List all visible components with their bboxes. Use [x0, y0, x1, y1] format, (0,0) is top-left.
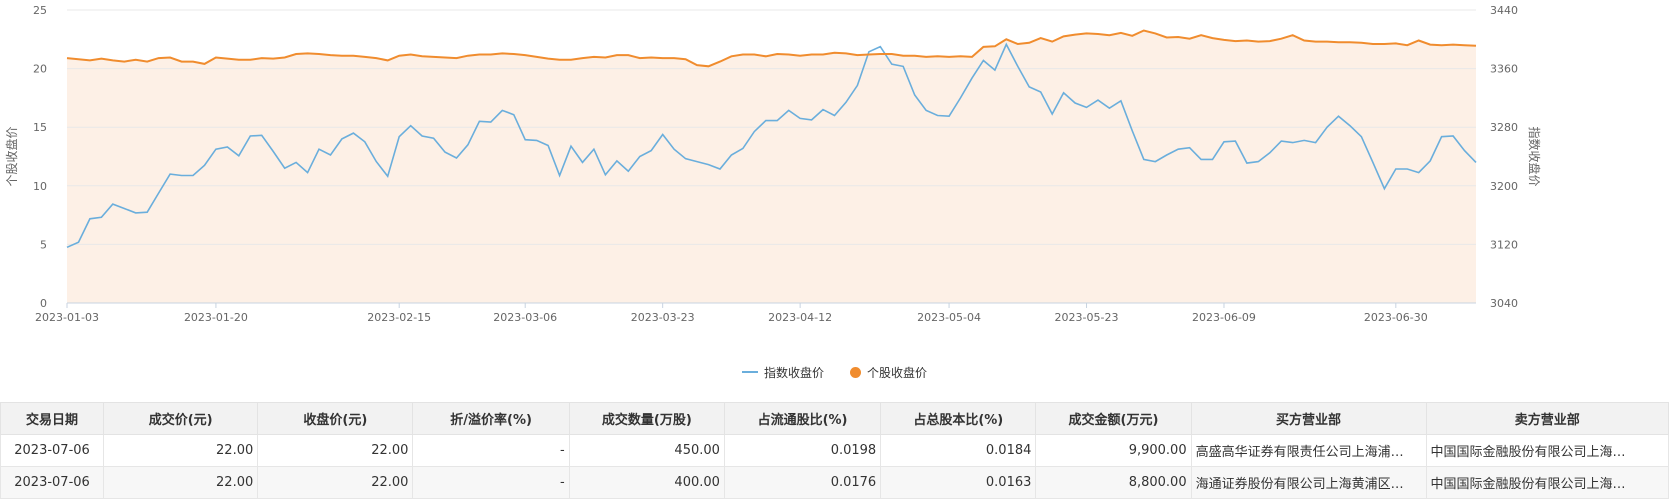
cell-total-ratio: 0.0184	[880, 434, 1037, 467]
x-tick-label: 2023-01-20	[184, 311, 248, 324]
cell-premium-rate: -	[412, 434, 570, 467]
y-tick-right: 3280	[1490, 121, 1518, 134]
cell-total-ratio: 0.0163	[880, 466, 1037, 499]
header-float-ratio: 占流通股比(%)	[723, 402, 882, 435]
y-tick-left: 25	[33, 4, 47, 17]
header-premium-rate: 折/溢价率(%)	[412, 402, 570, 435]
legend-stock-label: 个股收盘价	[867, 365, 928, 380]
header-amount: 成交金额(万元)	[1035, 402, 1192, 435]
stock-area-fill	[67, 30, 1476, 303]
y-tick-right: 3360	[1490, 63, 1518, 76]
x-tick-label: 2023-06-09	[1192, 311, 1256, 324]
header-trade-price: 成交价(元)	[103, 402, 259, 435]
cell-buyer[interactable]: 海通证券股份有限公司上海黄浦区…	[1190, 466, 1427, 499]
table-row: 2023-07-06 22.00 22.00 - 450.00 0.0198 0…	[0, 434, 1669, 467]
legend-item-index[interactable]: 指数收盘价	[741, 364, 824, 381]
cell-volume: 400.00	[568, 466, 725, 499]
cell-trade-date: 2023-07-06	[0, 466, 105, 499]
x-tick-label: 2023-06-30	[1364, 311, 1428, 324]
y-tick-left: 5	[40, 238, 47, 251]
cell-trade-price: 22.00	[103, 434, 259, 467]
cell-close-price: 22.00	[257, 466, 414, 499]
x-tick-label: 2023-04-12	[768, 311, 832, 324]
cell-seller[interactable]: 中国国际金融股份有限公司上海…	[1425, 466, 1669, 499]
chart-legend: 指数收盘价 个股收盘价	[0, 362, 1669, 382]
y-tick-right: 3040	[1490, 297, 1518, 310]
header-total-ratio: 占总股本比(%)	[880, 402, 1037, 435]
x-tick-label: 2023-03-06	[493, 311, 557, 324]
cell-amount: 8,800.00	[1035, 466, 1192, 499]
y-tick-left: 15	[33, 121, 47, 134]
table-header-row: 交易日期 成交价(元) 收盘价(元) 折/溢价率(%) 成交数量(万股) 占流通…	[0, 402, 1669, 435]
header-volume: 成交数量(万股)	[568, 402, 725, 435]
y-tick-right: 3200	[1490, 180, 1518, 193]
y-axis-title-left: 个股收盘价	[4, 126, 19, 186]
x-tick-label: 2023-01-03	[35, 311, 99, 324]
cell-float-ratio: 0.0198	[723, 434, 882, 467]
x-tick-label: 2023-03-23	[631, 311, 695, 324]
y-tick-left: 0	[40, 297, 47, 310]
y-tick-left: 20	[33, 63, 47, 76]
chart-container: 0 3040 5 3120 10 3200 15 3280 20 3360 25 3440 2023-0…	[4, 4, 1542, 324]
series-line-index	[66, 42, 1477, 249]
price-chart: 0 3040 5 3120 10 3200 15 3280 20 3360 25 3440 2023-0…	[4, 4, 1542, 324]
cell-trade-date: 2023-07-06	[0, 434, 105, 467]
header-seller: 卖方营业部	[1425, 402, 1669, 435]
series-line-stock	[66, 29, 1477, 68]
cell-trade-price: 22.00	[103, 466, 259, 499]
cell-buyer[interactable]: 高盛高华证券有限责任公司上海浦…	[1190, 434, 1427, 467]
y-axis-title-right: 指数收盘价	[1527, 126, 1542, 186]
legend-item-stock[interactable]: 个股收盘价	[850, 364, 927, 381]
cell-float-ratio: 0.0176	[723, 466, 882, 499]
legend-dot-marker	[850, 366, 861, 378]
block-trade-table: 交易日期 成交价(元) 收盘价(元) 折/溢价率(%) 成交数量(万股) 占流通…	[0, 402, 1669, 499]
header-trade-date: 交易日期	[0, 402, 105, 435]
cell-premium-rate: -	[412, 466, 570, 499]
y-tick-left: 10	[33, 180, 47, 193]
cell-seller[interactable]: 中国国际金融股份有限公司上海…	[1425, 434, 1669, 467]
cell-amount: 9,900.00	[1035, 434, 1192, 467]
x-tick-label: 2023-02-15	[367, 311, 431, 324]
x-tick-label: 2023-05-23	[1055, 311, 1119, 324]
y-tick-right: 3440	[1490, 4, 1518, 17]
cell-close-price: 22.00	[257, 434, 414, 467]
legend-index-label: 指数收盘价	[763, 365, 824, 380]
header-close-price: 收盘价(元)	[257, 402, 414, 435]
table-row: 2023-07-06 22.00 22.00 - 400.00 0.0176 0…	[0, 466, 1669, 499]
y-tick-right: 3120	[1490, 238, 1518, 251]
header-buyer: 买方营业部	[1190, 402, 1427, 435]
cell-volume: 450.00	[568, 434, 725, 467]
x-tick-label: 2023-05-04	[917, 311, 981, 324]
legend-line-marker	[741, 371, 758, 373]
